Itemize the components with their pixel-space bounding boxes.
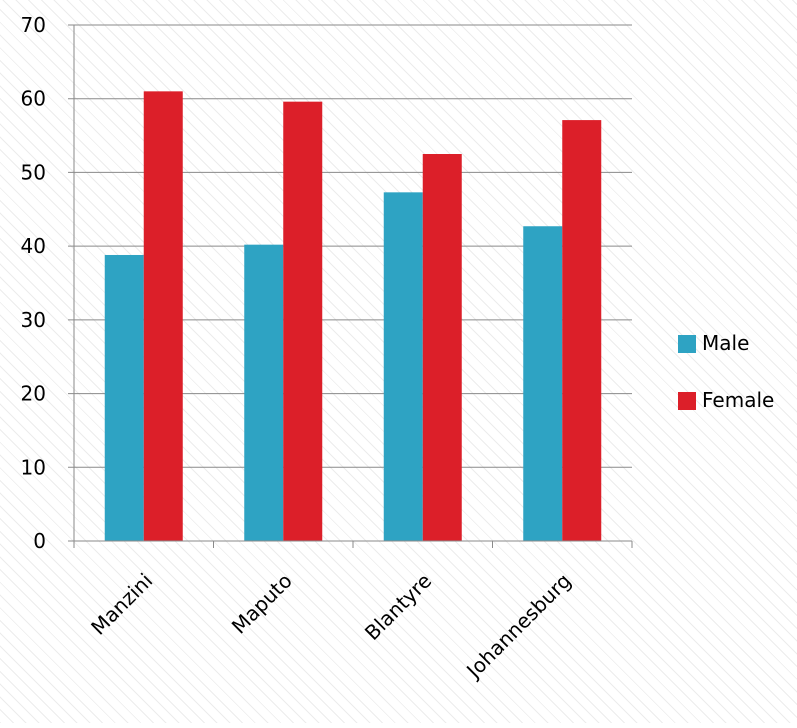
bars bbox=[104, 91, 602, 542]
bar-male-manzini bbox=[104, 254, 144, 541]
y-tick-label: 50 bbox=[21, 160, 46, 184]
x-tick-label: Johannesburg bbox=[460, 569, 575, 684]
y-tick-label: 70 bbox=[21, 13, 46, 37]
x-tick-label: Blantyre bbox=[360, 569, 436, 645]
bar-female-manzini bbox=[143, 91, 183, 541]
bar-female-johannesburg bbox=[562, 120, 602, 541]
bar-male-johannesburg bbox=[523, 226, 563, 542]
bar-female-blantyre bbox=[422, 154, 462, 541]
legend-label-male: Male bbox=[702, 331, 749, 355]
legend-swatch-female bbox=[678, 392, 696, 410]
bar-male-blantyre bbox=[383, 192, 423, 541]
bar-male-maputo bbox=[244, 244, 284, 541]
axes bbox=[68, 25, 633, 548]
y-tick-label: 20 bbox=[21, 382, 46, 406]
y-tick-label: 60 bbox=[21, 87, 46, 111]
y-tick-label: 40 bbox=[21, 234, 46, 258]
legend-label-female: Female bbox=[702, 388, 774, 412]
legend-swatch-male bbox=[678, 335, 696, 353]
y-tick-label: 10 bbox=[21, 455, 46, 479]
legend: Male Female bbox=[678, 331, 774, 412]
x-tick-label: Maputo bbox=[227, 569, 297, 639]
x-tick-labels: Manzini Maputo Blantyre Johannesburg bbox=[86, 569, 576, 684]
y-tick-labels: 0 10 20 30 40 50 60 70 bbox=[21, 13, 46, 553]
y-tick-label: 30 bbox=[21, 308, 46, 332]
x-tick-label: Manzini bbox=[86, 569, 157, 640]
y-tick-label: 0 bbox=[33, 529, 46, 553]
bar-female-maputo bbox=[283, 101, 323, 542]
